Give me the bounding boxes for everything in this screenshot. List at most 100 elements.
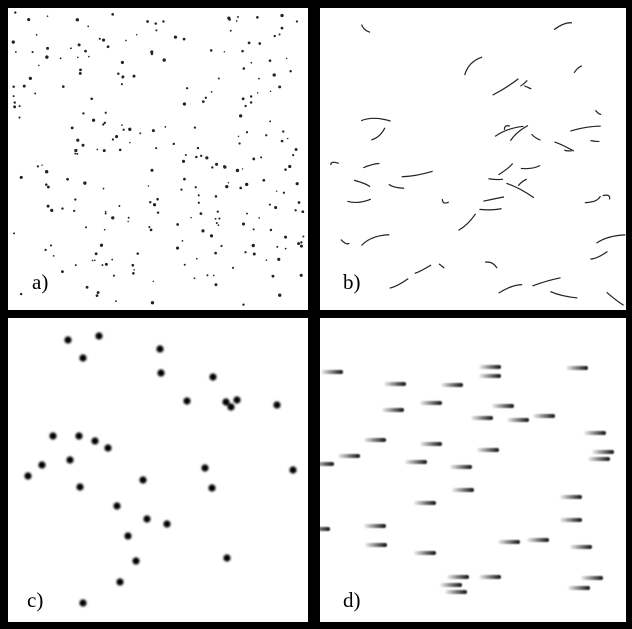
particle	[12, 85, 15, 88]
particle	[104, 111, 107, 114]
streak	[364, 524, 386, 528]
particle	[79, 599, 87, 607]
particle	[301, 210, 305, 214]
particle	[66, 177, 69, 181]
particle	[278, 85, 282, 89]
label-bg	[20, 584, 54, 614]
particle	[44, 248, 47, 252]
particle	[111, 138, 115, 141]
particle	[155, 29, 158, 32]
particle	[239, 186, 243, 190]
particle	[217, 77, 220, 80]
particle	[302, 235, 305, 238]
particle	[128, 127, 132, 131]
particle	[46, 15, 49, 17]
particle	[74, 264, 77, 267]
particle	[93, 259, 96, 262]
particle	[147, 185, 150, 187]
particle	[104, 210, 107, 213]
particle	[233, 396, 241, 404]
particle	[297, 242, 301, 246]
track	[483, 196, 505, 202]
particle	[297, 201, 301, 204]
track	[330, 161, 340, 166]
particle	[22, 84, 26, 88]
panel-label: b)	[343, 270, 361, 294]
particle	[18, 105, 21, 108]
track	[494, 125, 524, 137]
track	[554, 141, 575, 152]
streak	[405, 460, 427, 464]
track	[506, 182, 535, 199]
particle	[45, 183, 48, 186]
label-bg	[336, 584, 370, 614]
particle	[252, 157, 256, 161]
particle	[190, 216, 192, 219]
particle	[280, 26, 284, 30]
particle	[193, 126, 197, 129]
track	[488, 178, 504, 181]
particle	[101, 264, 104, 267]
particle	[74, 198, 77, 201]
particle	[91, 118, 96, 122]
particle	[182, 102, 187, 106]
particle	[269, 228, 273, 232]
particle	[116, 578, 124, 586]
particle	[64, 336, 72, 344]
particle	[256, 92, 259, 94]
particle	[113, 502, 121, 510]
particle	[61, 85, 65, 88]
particle	[252, 228, 255, 231]
streak	[533, 414, 555, 418]
particle	[217, 224, 220, 226]
particle	[299, 273, 303, 277]
particle	[98, 37, 101, 40]
particle	[52, 254, 55, 257]
particle	[156, 345, 164, 353]
track	[553, 22, 573, 31]
particle	[24, 472, 32, 480]
particle	[77, 43, 81, 47]
particle	[215, 162, 219, 166]
particle	[247, 41, 251, 45]
particle	[289, 70, 292, 73]
streak	[338, 454, 360, 458]
particle	[241, 168, 244, 170]
streak	[447, 575, 469, 579]
particle	[12, 95, 15, 98]
particle	[242, 303, 245, 306]
track	[573, 65, 583, 74]
particle	[260, 156, 263, 159]
particle	[194, 186, 197, 189]
particle	[212, 274, 215, 277]
particle	[273, 34, 276, 38]
particle	[112, 274, 116, 277]
particle	[135, 33, 138, 36]
particle	[19, 175, 23, 179]
particle	[289, 466, 297, 474]
particle	[252, 252, 256, 256]
track	[479, 208, 502, 211]
streak	[382, 408, 404, 412]
label-bg	[336, 266, 370, 296]
label-bg	[24, 266, 58, 296]
particle	[185, 87, 189, 90]
particle	[95, 294, 99, 297]
particle	[235, 168, 240, 173]
streak	[384, 382, 406, 386]
streak	[560, 518, 582, 522]
track	[594, 109, 602, 115]
particle	[209, 373, 217, 381]
particle	[249, 101, 253, 104]
particle	[218, 217, 221, 220]
particle	[139, 132, 142, 135]
particle	[78, 71, 82, 75]
particle	[132, 272, 135, 275]
particle	[271, 274, 275, 278]
streak	[452, 488, 474, 492]
particle	[258, 217, 261, 219]
particle	[227, 403, 235, 411]
track	[371, 127, 386, 141]
track	[596, 234, 626, 244]
particle	[284, 247, 287, 250]
